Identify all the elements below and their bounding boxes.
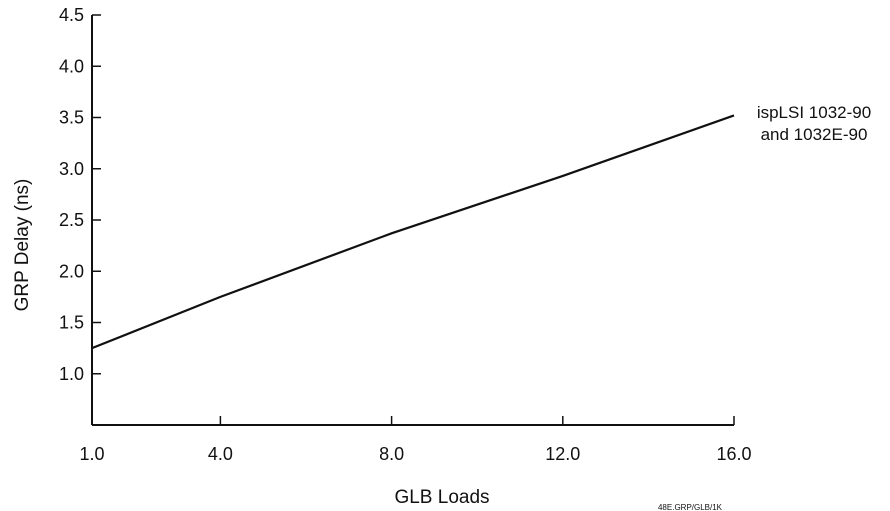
y-tick-label: 4.0 bbox=[59, 56, 84, 76]
series-group bbox=[91, 114, 735, 350]
x-tick-label: 4.0 bbox=[208, 444, 233, 464]
axes bbox=[91, 15, 734, 426]
x-tick-label: 1.0 bbox=[79, 444, 104, 464]
y-tick-label: 1.0 bbox=[59, 364, 84, 384]
x-tick-label: 12.0 bbox=[545, 444, 580, 464]
y-tick-label: 1.5 bbox=[59, 313, 84, 333]
series-label-line-1: ispLSI 1032-90 bbox=[757, 103, 871, 122]
y-tick-label: 3.0 bbox=[59, 159, 84, 179]
y-tick-label: 3.5 bbox=[59, 108, 84, 128]
x-tick-label: 16.0 bbox=[716, 444, 751, 464]
x-axis-title: GLB Loads bbox=[394, 487, 489, 508]
y-tick-label: 4.5 bbox=[59, 5, 84, 25]
y-axis-title: GRP Delay (ns) bbox=[12, 179, 33, 312]
y-ticks: 1.0 1.5 2.0 2.5 3.0 3.5 4.0 4.5 bbox=[59, 5, 101, 384]
x-tick-label: 8.0 bbox=[379, 444, 404, 464]
x-ticks: 1.0 4.0 8.0 12.0 16.0 bbox=[79, 416, 752, 464]
figure-code: 48E.GRP/GLB/1K bbox=[658, 503, 723, 511]
y-tick-label: 2.0 bbox=[59, 261, 84, 281]
y-tick-label: 2.5 bbox=[59, 210, 84, 230]
series-label-line-2: and 1032E-90 bbox=[761, 125, 868, 144]
series-line bbox=[91, 114, 735, 350]
